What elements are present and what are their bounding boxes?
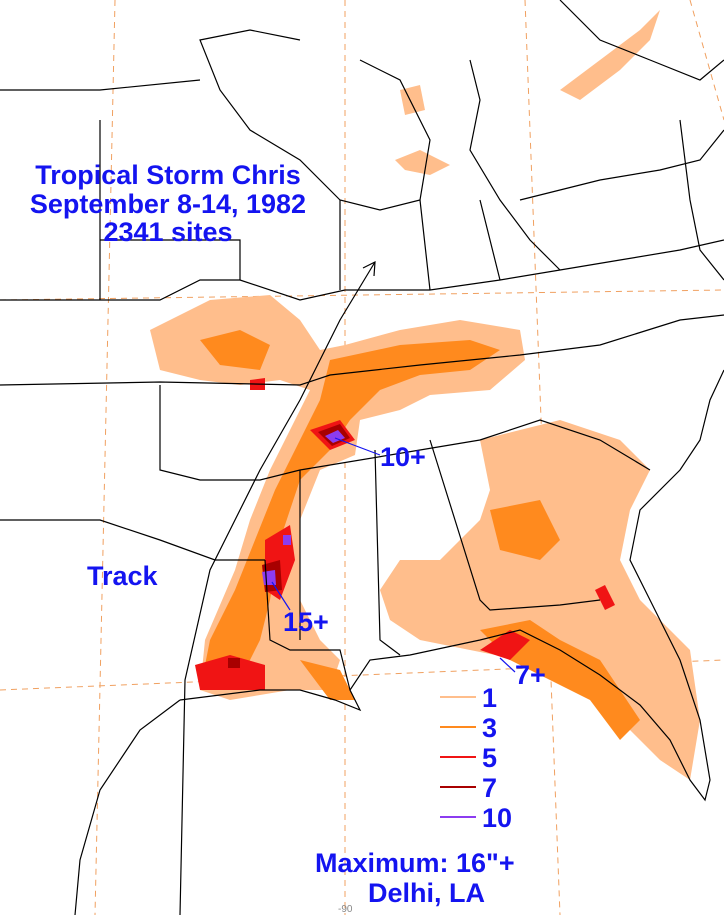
annotation: 10+ (380, 442, 426, 472)
rain-area (595, 585, 615, 610)
pointers (271, 437, 516, 673)
rain-area (395, 150, 450, 175)
rain-area (380, 420, 700, 780)
annotation: Track (87, 561, 159, 591)
maximum-line: Maximum: 16"+ (315, 848, 515, 878)
legend-label: 10 (482, 803, 512, 833)
title-line: Tropical Storm Chris (35, 160, 301, 190)
annotation: 15+ (283, 607, 329, 637)
storm-track (179, 260, 376, 915)
annotation: 7+ (515, 660, 546, 690)
rain-area (400, 85, 425, 115)
rain-area (262, 570, 276, 585)
title-line: 2341 sites (103, 217, 232, 247)
title-line: September 8-14, 1982 (30, 189, 306, 219)
legend-label: 7 (482, 773, 497, 803)
longitude-label: -90 (338, 904, 353, 915)
rainfall (150, 10, 700, 780)
rain-area (200, 330, 270, 370)
maximum-line: Delhi, LA (368, 878, 485, 908)
rain-area (490, 500, 560, 560)
rain-area (480, 630, 530, 660)
rain-area (228, 658, 240, 668)
legend-label: 5 (482, 743, 497, 773)
rain-area (560, 10, 660, 100)
legend-label: 3 (482, 713, 497, 743)
legend-label: 1 (482, 683, 497, 713)
rain-area (300, 660, 355, 700)
rain-area (283, 535, 291, 545)
rain-area (195, 655, 265, 690)
